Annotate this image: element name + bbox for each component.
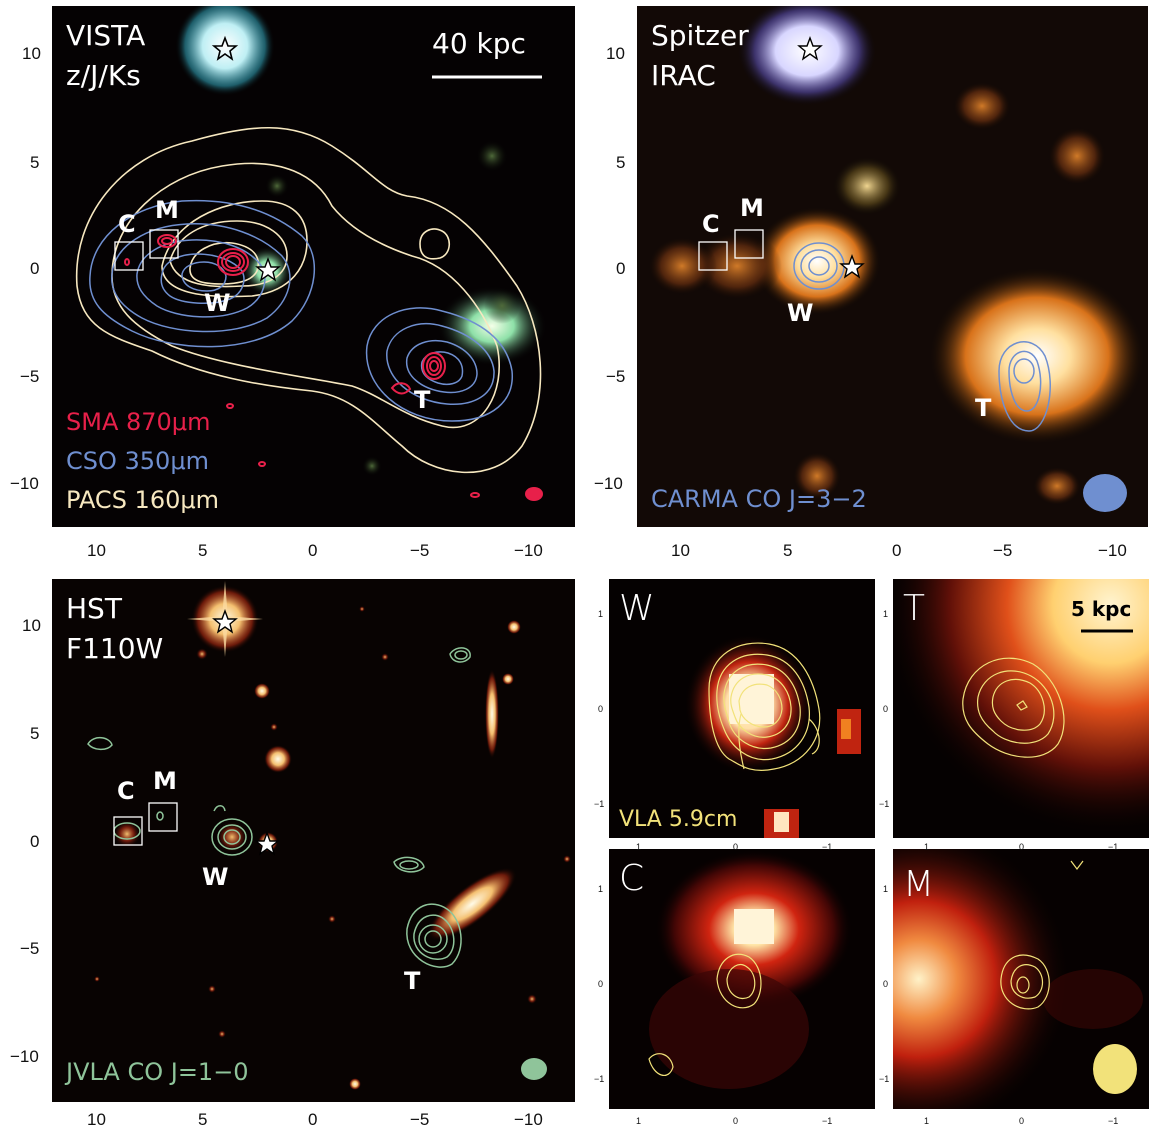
x-tick: 10 [87,541,106,560]
x-tick: 0 [892,541,902,560]
zoom-panel-c: C [609,849,875,1109]
star-icon [211,35,239,61]
x-tick: 5 [198,1110,208,1129]
y-tick: 1 [598,609,604,619]
hst-image [87,581,571,1090]
vista-image [75,6,547,501]
y-tick: −5 [20,367,40,386]
y-tick: −1 [879,799,890,809]
x-tick: −1 [822,1116,833,1126]
x-tick: −5 [410,541,430,560]
zoom-panel-t: T 5 kpc [893,579,1149,838]
x-tick: 10 [671,541,690,560]
x-tick: −5 [993,541,1013,560]
scale-bar-label: 40 kpc [432,27,526,60]
x-tick: 0 [733,1116,739,1126]
x-tick: 1 [636,842,642,852]
y-tick: −5 [606,367,626,386]
y-tick: 0 [616,259,626,278]
x-tick: 0 [308,541,318,560]
label-c: C [117,777,135,805]
y-tick: 10 [22,44,41,63]
y-tick: 5 [30,153,40,172]
legend-jvla: JVLA CO J=1−0 [66,1058,249,1086]
x-tick: 1 [924,842,930,852]
label-w: W [787,299,814,327]
spitzer-image [637,6,1148,527]
label-m: M [153,767,177,795]
x-tick: −10 [514,541,543,560]
legend-cso: CSO 350μm [66,447,209,475]
legend-carma: CARMA CO J=3−2 [651,485,867,513]
legend-pacs: PACS 160μm [66,486,220,514]
y-tick: 0 [598,979,604,989]
y-tick: 10 [606,44,625,63]
label-w: W [204,289,231,317]
y-tick: −1 [594,799,605,809]
panel-subtitle: z/J/Ks [66,59,141,92]
label-t: T [414,386,431,414]
y-tick: 1 [598,884,604,894]
y-tick: 1 [883,884,889,894]
label-w: W [202,863,229,891]
x-tick: −1 [1108,842,1119,852]
zoom-label-m: M [903,864,935,905]
zoom-label-c: C [619,858,645,899]
vista-panel: VISTA z/J/Ks 40 kpc C M W T SMA 870μm CS… [52,6,575,527]
y-tick: 0 [598,704,604,714]
legend-sma: SMA 870μm [66,408,211,436]
y-tick: 10 [22,616,41,635]
label-c: C [702,210,720,238]
x-tick: −1 [822,842,833,852]
x-tick: 0 [1019,1116,1025,1126]
y-tick: −5 [20,939,40,958]
spitzer-panel: Spitzer IRAC C M W T CARMA CO J=3−2 [637,6,1148,527]
scale-bar-label: 5 kpc [1071,597,1132,621]
legend-vla: VLA 5.9cm [619,807,738,832]
x-tick: −10 [514,1110,543,1129]
x-tick: −5 [410,1110,430,1129]
x-tick: 1 [924,1116,930,1126]
zoom-label-w: W [619,588,655,629]
y-tick: 0 [883,704,889,714]
x-tick: 0 [308,1110,318,1129]
y-tick: 0 [30,832,40,851]
y-tick: 5 [616,153,626,172]
x-tick: 5 [198,541,208,560]
y-tick: 0 [883,979,889,989]
y-tick: −10 [10,474,39,493]
x-tick: 5 [783,541,793,560]
panel-title: VISTA [66,19,146,52]
x-tick: 0 [733,842,739,852]
label-c: C [118,210,136,238]
label-t: T [404,967,421,995]
zoom-label-t: T [903,588,925,629]
y-tick: 5 [30,724,40,743]
y-tick: −10 [10,1047,39,1066]
x-tick: 10 [87,1110,106,1129]
zoom-panel-m: M [893,849,1149,1109]
hst-panel: HST F110W C M W T JVLA CO J=1−0 [52,579,575,1102]
panel-subtitle: IRAC [651,59,716,92]
x-tick: 1 [636,1116,642,1126]
y-tick: −10 [594,474,623,493]
x-tick: 0 [1019,842,1025,852]
panel-title: HST [66,592,122,625]
zoom-panel-w: W VLA 5.9cm [609,579,875,838]
y-tick: −1 [594,1074,605,1084]
y-tick: −1 [879,1074,890,1084]
panel-subtitle: F110W [66,632,164,665]
label-t: T [975,394,992,422]
x-tick: −1 [1108,1116,1119,1126]
y-tick: 0 [30,259,40,278]
label-m: M [155,196,179,224]
label-m: M [740,194,764,222]
y-tick: 1 [883,609,889,619]
panel-title: Spitzer [651,19,749,52]
x-tick: −10 [1098,541,1127,560]
